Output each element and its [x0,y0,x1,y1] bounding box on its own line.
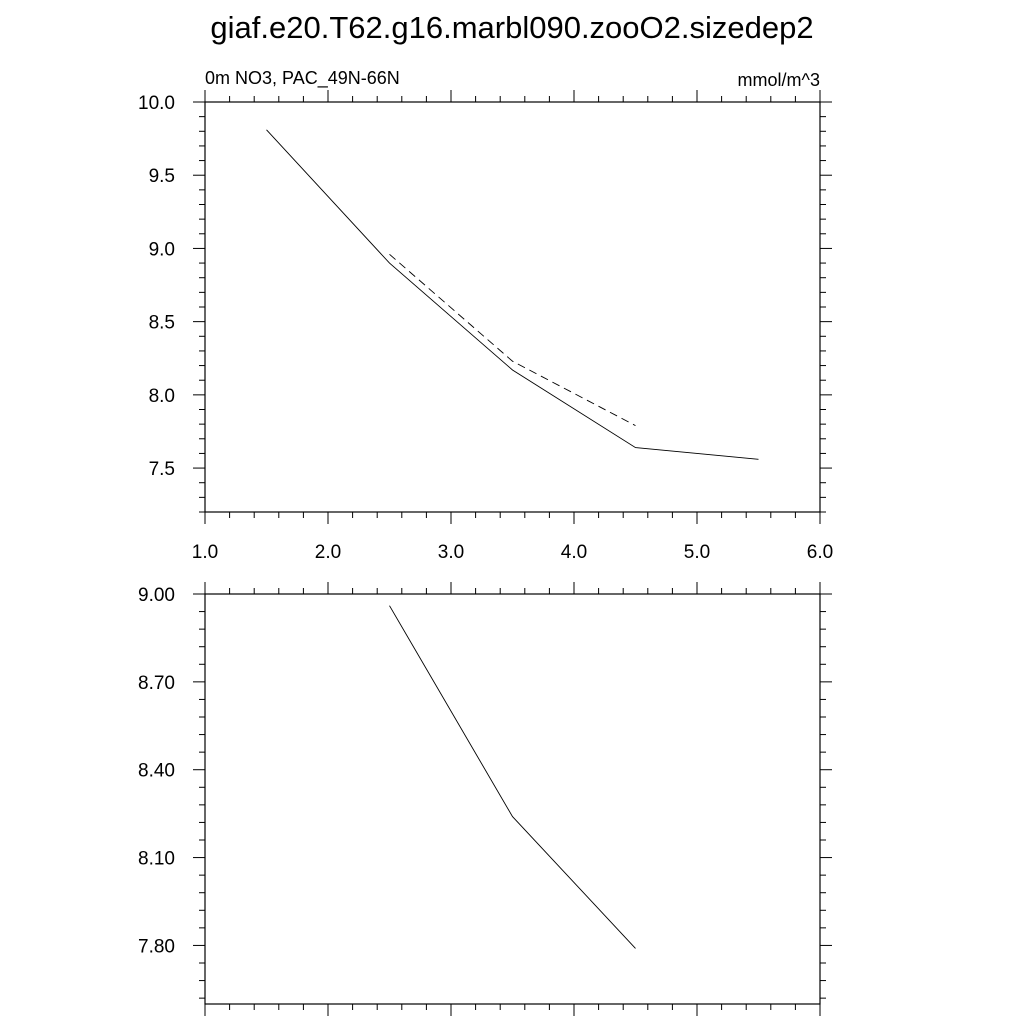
chart-units-label: mmol/m^3 [738,70,820,90]
y-tick-label: 9.0 [149,239,175,260]
bottom-line-chart: 7.80 8.10 8.40 8.70 9.00 [138,582,832,1016]
page-title: giaf.e20.T62.g16.marbl090.zooO2.sizedep2 [210,10,813,45]
top-line-chart: 0m NO3, PAC_49N-66N mmol/m^3 1.0 2.0 3.0 4.… [138,68,833,563]
y-tick-label: 8.0 [149,386,175,407]
x-tick-label: 2.0 [315,542,341,563]
y-tick-label: 9.00 [138,585,175,606]
series-line-dashed [389,253,636,426]
series-line-solid [266,129,759,460]
x-tick-label: 4.0 [561,542,587,563]
x-tick-label: 5.0 [684,542,710,563]
series-line-solid [389,605,636,949]
x-tick-label: 1.0 [192,542,218,563]
y-tick-label: 8.70 [138,673,175,694]
chart-left-string: 0m NO3, PAC_49N-66N [205,68,400,89]
y-tick-label: 7.80 [138,936,175,957]
y-tick-label: 7.5 [149,459,175,480]
y-tick-label: 8.10 [138,849,175,870]
y-tick-label: 8.40 [138,761,175,782]
y-tick-label: 9.5 [149,166,175,187]
bottom-plot-frame [204,593,821,1005]
y-tick-label: 10.0 [138,93,175,114]
x-tick-label: 6.0 [807,542,833,563]
y-tick-label: 8.5 [149,313,175,334]
x-tick-label: 3.0 [438,542,464,563]
